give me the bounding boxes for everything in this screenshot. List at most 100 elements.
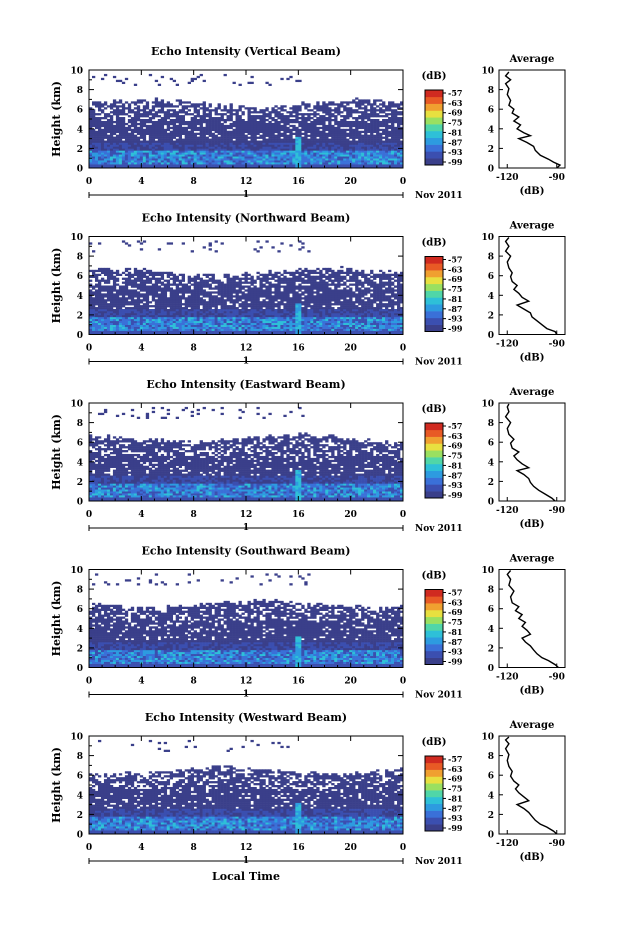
echo-cell — [196, 156, 200, 159]
echo-cell — [151, 283, 156, 286]
echo-cell — [202, 279, 206, 282]
echo-cell — [100, 301, 105, 304]
echo-cell — [148, 269, 153, 273]
echo-cell — [385, 160, 389, 163]
echo-cell — [118, 166, 123, 169]
echo-cell — [157, 248, 162, 251]
echo-cell — [190, 277, 194, 280]
echo-cell — [247, 111, 251, 114]
echo-cell — [250, 140, 254, 143]
echo-cell — [394, 154, 398, 157]
echo-cell — [169, 287, 174, 290]
echo-cell — [112, 297, 117, 300]
echo-cell — [355, 154, 359, 157]
echo-cell — [169, 303, 174, 306]
echo-cell — [91, 250, 96, 253]
echo-cell — [121, 142, 126, 145]
echo-cell — [163, 144, 168, 147]
echo-cell — [355, 105, 359, 108]
echo-cell — [142, 309, 147, 312]
echo-cell — [253, 144, 257, 147]
echo-cell — [244, 309, 248, 312]
echo-cell — [379, 166, 383, 169]
echo-cell — [115, 283, 120, 286]
echo-cell — [211, 279, 215, 282]
echo-cell — [367, 160, 371, 163]
echo-cell — [217, 322, 221, 325]
echo-cell — [94, 124, 99, 128]
echo-cell — [208, 332, 212, 335]
echo-cell — [106, 156, 111, 159]
echo-cell — [103, 310, 108, 314]
echo-cell — [292, 138, 296, 141]
echo-cell — [259, 283, 263, 286]
echo-cell — [244, 273, 248, 276]
echo-cell — [370, 120, 374, 124]
echo-cell — [172, 322, 177, 325]
echo-cell — [115, 142, 120, 145]
echo-cell — [268, 148, 272, 151]
average-y-tick-label: 8 — [488, 86, 494, 96]
echo-cell — [268, 285, 272, 288]
echo-cell — [205, 162, 209, 165]
echo-cell — [238, 281, 242, 284]
echo-cell — [364, 105, 368, 108]
echo-cell — [250, 314, 254, 318]
echo-cell — [202, 140, 206, 143]
echo-cell — [148, 109, 153, 112]
echo-cell — [100, 322, 105, 325]
echo-cell — [256, 299, 260, 302]
echo-cell — [112, 126, 117, 130]
echo-cell — [397, 156, 401, 159]
echo-cell — [286, 138, 290, 141]
echo-cell — [370, 122, 374, 126]
echo-cell — [121, 309, 126, 312]
echo-cell — [301, 122, 305, 126]
echo-cell — [199, 164, 203, 167]
echo-cell — [271, 283, 275, 286]
echo-cell — [187, 320, 191, 324]
echo-cell — [211, 119, 215, 122]
echo-cell — [262, 322, 266, 325]
echo-cell — [199, 148, 203, 151]
echo-cell — [259, 160, 263, 163]
echo-cell — [268, 287, 272, 290]
echo-cell — [316, 119, 320, 122]
echo-cell — [253, 318, 257, 322]
echo-cell — [241, 285, 245, 288]
echo-cell — [100, 122, 105, 126]
echo-cell — [346, 162, 350, 165]
echo-cell — [241, 324, 245, 327]
echo-cell — [343, 164, 347, 167]
echo-cell — [328, 166, 332, 169]
echo-cell — [292, 156, 296, 159]
echo-cell — [166, 287, 171, 290]
echo-cell — [319, 150, 323, 153]
echo-cell — [400, 132, 404, 135]
echo-cell — [124, 314, 129, 318]
echo-cell — [397, 122, 401, 126]
echo-cell — [250, 150, 254, 153]
echo-cell — [142, 109, 147, 112]
echo-cell — [394, 119, 398, 122]
echo-cell — [97, 119, 102, 122]
echo-cell — [226, 283, 230, 286]
echo-cell — [178, 124, 182, 128]
echo-cell — [229, 166, 233, 169]
echo-cell — [91, 324, 96, 327]
echo-cell — [196, 303, 200, 306]
echo-cell — [166, 126, 171, 130]
echo-cell — [169, 77, 174, 81]
echo-cell — [214, 154, 218, 157]
echo-cell — [97, 295, 102, 298]
echo-cell — [322, 107, 326, 110]
echo-cell — [100, 160, 105, 163]
echo-cell — [118, 160, 123, 163]
echo-cell — [97, 128, 102, 132]
echo-cell — [136, 316, 141, 320]
echo-cell — [157, 326, 162, 329]
echo-cell — [112, 287, 117, 290]
echo-cell — [154, 318, 159, 322]
echo-cell — [316, 166, 320, 169]
echo-cell — [328, 142, 332, 145]
